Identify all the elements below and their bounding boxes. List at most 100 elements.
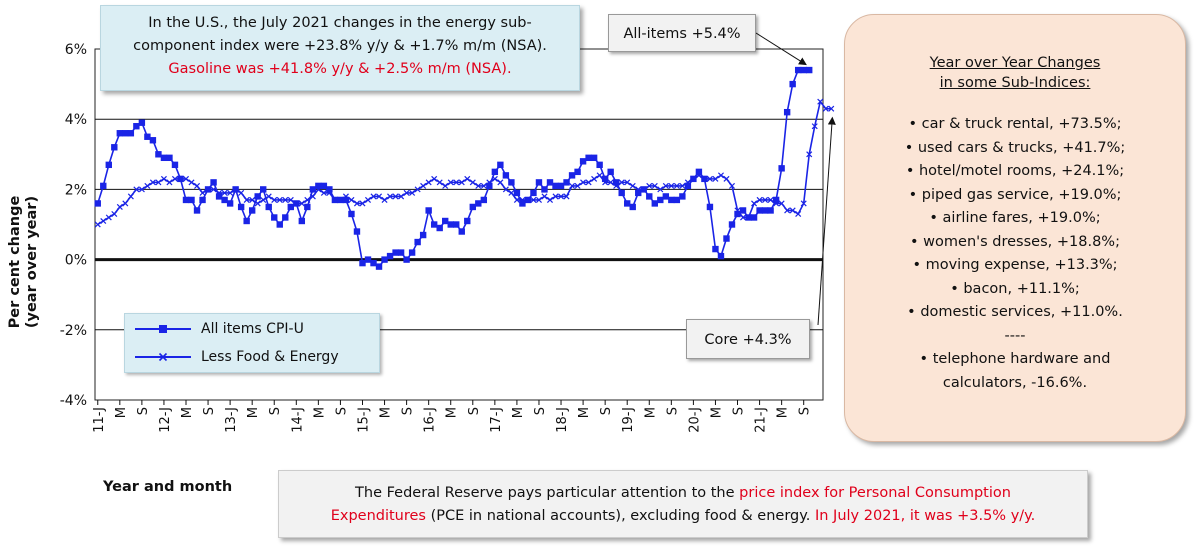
core-point bbox=[668, 182, 675, 189]
core-point bbox=[502, 186, 509, 193]
core-point bbox=[767, 196, 774, 203]
cpi-point bbox=[226, 200, 234, 207]
cpi-point bbox=[519, 200, 526, 207]
cpi-point bbox=[535, 179, 543, 186]
legend-label-all-items: All items CPI-U bbox=[201, 321, 304, 337]
core-point bbox=[144, 182, 151, 189]
cpi-point bbox=[601, 175, 609, 183]
core-point bbox=[591, 175, 598, 182]
y-tick-label: -2% bbox=[60, 323, 87, 339]
cpi-point bbox=[612, 179, 620, 186]
core-point bbox=[635, 186, 642, 193]
core-point bbox=[271, 196, 278, 203]
core-point bbox=[508, 189, 515, 196]
core-point bbox=[381, 196, 388, 203]
pce-note-part2: price index for Personal Consumption bbox=[739, 485, 1011, 501]
cpi-point bbox=[243, 217, 250, 225]
y-axis-title-line2: (year over year) bbox=[24, 195, 40, 329]
cpi-point bbox=[712, 245, 719, 253]
core-point bbox=[469, 179, 476, 186]
cpi-point bbox=[783, 108, 791, 116]
square-marker-icon bbox=[135, 325, 191, 333]
core-point bbox=[166, 179, 173, 186]
core-point bbox=[138, 186, 145, 193]
core-point bbox=[442, 182, 449, 189]
energy-note-line2: component index were +23.8% y/y & +1.7% … bbox=[133, 38, 547, 54]
core-point bbox=[745, 214, 752, 221]
core-point bbox=[364, 196, 372, 203]
cpi-point bbox=[436, 224, 443, 232]
energy-note: In the U.S., the July 2021 changes in th… bbox=[100, 5, 580, 91]
cpi-point bbox=[607, 168, 614, 176]
core-point bbox=[447, 179, 454, 186]
cpi-point bbox=[370, 259, 377, 267]
core-point bbox=[546, 196, 554, 203]
core-point bbox=[243, 196, 250, 203]
core-point bbox=[199, 189, 206, 196]
core-point bbox=[149, 179, 156, 186]
core-point bbox=[453, 179, 460, 186]
x-tick-label: M bbox=[445, 407, 460, 418]
core-point bbox=[806, 151, 813, 158]
core-point bbox=[337, 196, 344, 203]
pce-note-part1: The Federal Reserve pays particular atte… bbox=[355, 485, 740, 501]
cpi-point bbox=[111, 144, 118, 151]
core-point bbox=[331, 196, 338, 203]
cpi-point bbox=[579, 158, 587, 165]
legend-item-all-items: All items CPI-U bbox=[125, 319, 379, 339]
y-axis-title-line1: Per cent change bbox=[7, 195, 23, 329]
core-point bbox=[480, 182, 487, 189]
x-tick-label: 14-J bbox=[290, 407, 305, 433]
x-tick-label: S bbox=[202, 407, 217, 415]
cpi-point bbox=[94, 200, 101, 207]
sub-index-item: • hotel/motel rooms, +24.1%; bbox=[905, 163, 1125, 179]
cpi-point bbox=[706, 203, 714, 211]
x-tick-label: 13-J bbox=[224, 407, 239, 433]
sub-index-item: • domestic services, +11.0%. bbox=[907, 304, 1123, 320]
cpi-point bbox=[265, 203, 272, 211]
core-point bbox=[563, 193, 570, 200]
sub-index-item: • telephone hardware and bbox=[919, 351, 1111, 367]
core-point bbox=[695, 172, 702, 179]
core-point bbox=[111, 210, 118, 217]
core-point bbox=[376, 193, 383, 200]
core-point bbox=[657, 186, 664, 193]
core-point bbox=[287, 196, 294, 203]
core-point bbox=[249, 196, 256, 203]
cpi-point bbox=[348, 210, 355, 218]
cpi-point bbox=[359, 259, 366, 267]
cpi-point bbox=[304, 203, 311, 211]
cpi-point bbox=[342, 196, 350, 204]
cpi-point bbox=[552, 182, 559, 190]
cpi-point bbox=[381, 256, 388, 263]
core-point bbox=[784, 207, 791, 214]
pce-note-part4: (PCE in national accounts), excluding fo… bbox=[426, 508, 815, 524]
cpi-point bbox=[320, 182, 328, 190]
cpi-point bbox=[618, 189, 625, 197]
core-point bbox=[795, 210, 802, 217]
x-tick-label: M bbox=[246, 407, 261, 418]
cpi-point bbox=[287, 203, 294, 211]
y-tick-label: 4% bbox=[65, 112, 87, 128]
core-point bbox=[304, 196, 311, 203]
core-point bbox=[205, 186, 212, 193]
cpi-point bbox=[442, 217, 449, 225]
core-point bbox=[646, 182, 653, 189]
core-point bbox=[723, 175, 730, 182]
y-tick-label: 0% bbox=[65, 253, 87, 269]
cpi-point bbox=[375, 263, 383, 270]
core-arrow bbox=[817, 116, 836, 326]
core-point bbox=[436, 179, 443, 186]
core-point bbox=[122, 200, 129, 207]
pce-note-part3: Expenditures bbox=[330, 508, 426, 524]
core-point bbox=[359, 200, 366, 207]
cpi-point bbox=[364, 256, 372, 263]
x-tick-label: 16-J bbox=[423, 407, 438, 433]
core-point bbox=[194, 182, 201, 189]
core-point bbox=[524, 196, 531, 203]
x-tick-label: S bbox=[665, 407, 680, 415]
cpi-point bbox=[386, 252, 394, 260]
x-tick-label: 11-J bbox=[92, 407, 107, 433]
sub-index-item: calculators, -16.6%. bbox=[942, 374, 1088, 391]
cpi-point bbox=[596, 161, 603, 169]
